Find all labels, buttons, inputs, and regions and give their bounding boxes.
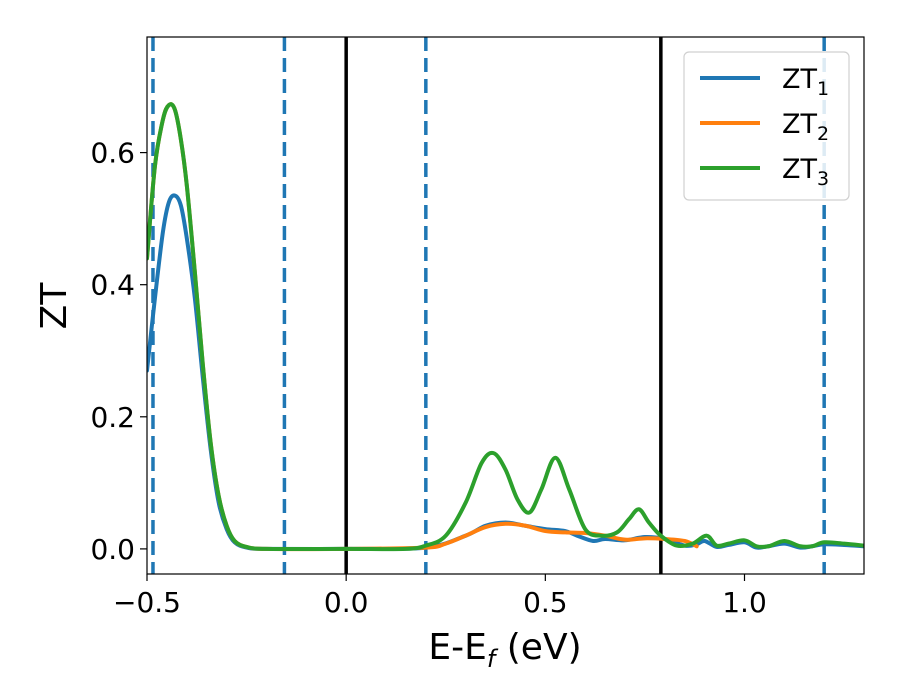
plot-frame xyxy=(146,36,865,575)
legend-label-zt1: ZT1 xyxy=(782,64,829,100)
y-axis-title: ZT xyxy=(34,282,75,330)
legend-label-zt2: ZT2 xyxy=(782,109,829,145)
legend-box xyxy=(683,51,850,201)
legend-label-zt3: ZT3 xyxy=(782,154,829,190)
x-axis-title-unit: (eV) xyxy=(495,627,581,668)
x-axis-title: E-Ef (eV) xyxy=(428,627,581,673)
y-tick-label: 0.4 xyxy=(90,269,135,302)
x-axis: −0.5 0.0 0.5 1.0 xyxy=(113,574,767,619)
legend: ZT1 ZT2 ZT3 xyxy=(683,51,850,201)
x-tick-label: 1.0 xyxy=(722,586,767,619)
x-tick-label: 0.0 xyxy=(324,586,369,619)
y-axis: 0.0 0.2 0.4 0.6 xyxy=(90,137,147,566)
y-tick-label: 0.6 xyxy=(90,137,135,170)
series-line-zt3 xyxy=(147,102,864,552)
series-layer xyxy=(147,102,864,552)
y-tick-label: 0.2 xyxy=(90,401,135,434)
x-tick-label: 0.5 xyxy=(523,586,568,619)
x-tick-label: −0.5 xyxy=(113,586,181,619)
y-tick-label: 0.0 xyxy=(90,533,135,566)
